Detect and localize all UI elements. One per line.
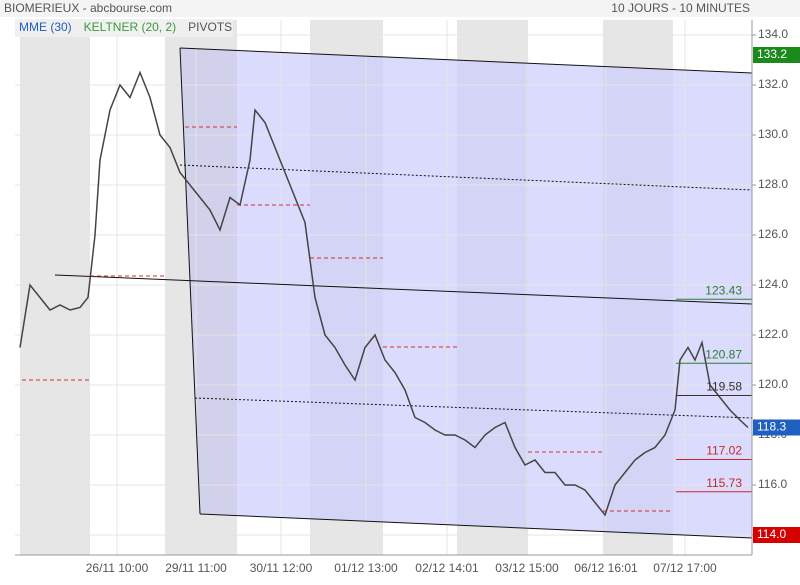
pivot-label: 120.87 xyxy=(705,347,742,361)
chart-subtitle: 10 JOURS - 10 MINUTES xyxy=(611,1,750,15)
price-tag xyxy=(753,527,800,543)
x-tick-label: 30/11 12:00 xyxy=(250,561,313,575)
y-tick-label: 126.0 xyxy=(758,227,788,241)
legend: MME (30) KELTNER (20, 2) PIVOTS xyxy=(19,20,232,34)
legend-item: MME (30) xyxy=(19,20,72,34)
x-tick-label: 06/12 16:01 xyxy=(574,561,638,575)
legend-item: PIVOTS xyxy=(188,20,232,34)
pivot-label: 115.73 xyxy=(706,476,742,490)
y-tick-label: 116.0 xyxy=(758,477,787,491)
y-tick-label: 128.0 xyxy=(758,177,788,191)
chart-title: BIOMERIEUX - abcbourse.com xyxy=(4,1,172,15)
y-tick-label: 132.0 xyxy=(758,77,788,91)
header-bar xyxy=(0,0,800,17)
price-tag xyxy=(753,419,800,436)
y-tick-label: 120.0 xyxy=(758,377,788,391)
price-tag-label: 114.0 xyxy=(757,527,786,541)
x-tick-label: 07/12 17:00 xyxy=(653,561,717,575)
pivot-segments xyxy=(22,126,673,512)
price-line xyxy=(19,70,749,517)
pivot-label: 123.43 xyxy=(705,283,742,297)
x-tick-label: 26/11 10:00 xyxy=(86,561,149,575)
y-tick-label: 130.0 xyxy=(758,127,788,141)
pivot-label: 117.02 xyxy=(706,444,742,458)
plot: 123.43 120.87 119.58 117.02 115.73 xyxy=(19,70,752,517)
legend-box xyxy=(15,19,233,37)
channel-lines xyxy=(54,47,753,539)
pivot-label: 119.58 xyxy=(706,380,742,394)
price-tag-label: 133.2 xyxy=(757,47,787,61)
x-tick-label: 01/12 13:00 xyxy=(334,561,398,575)
x-tick-label: 29/11 11:00 xyxy=(165,561,227,575)
y-tick-label: 122.0 xyxy=(758,327,788,341)
price-tag xyxy=(753,47,800,63)
x-tick-label: 03/12 15:00 xyxy=(495,561,559,575)
x-tick-label: 02/12 14:01 xyxy=(415,561,479,575)
price-tag-label: 118.3 xyxy=(757,420,786,434)
legend-item: KELTNER (20, 2) xyxy=(84,20,176,34)
y-tick-label: 124.0 xyxy=(758,277,788,291)
y-tick-label: 134.0 xyxy=(758,27,788,41)
